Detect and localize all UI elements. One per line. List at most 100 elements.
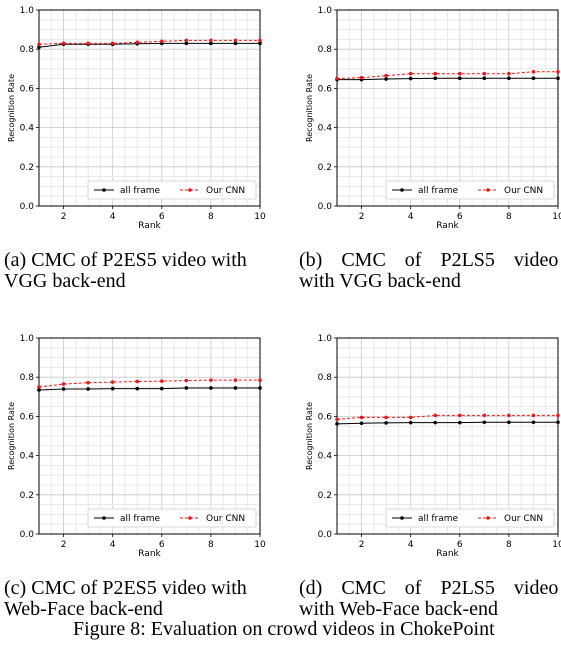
legend-label: all frame	[418, 514, 459, 524]
x-tick-label: 6	[457, 212, 463, 222]
x-tick-label: 4	[408, 540, 414, 550]
y-tick-label: 0.8	[318, 373, 333, 383]
legend-label: Our CNN	[504, 514, 543, 524]
y-tick-label: 0.0	[318, 530, 333, 540]
x-tick-label: 8	[208, 212, 214, 222]
data-point	[110, 380, 115, 384]
data-point	[258, 378, 262, 382]
x-tick-label: 6	[159, 540, 165, 550]
figure-caption: Figure 8: Evaluation on crowd videos in …	[73, 618, 495, 640]
data-point	[233, 41, 238, 46]
data-point	[457, 413, 462, 418]
legend-marker	[486, 188, 490, 192]
y-tick-label: 0.6	[318, 412, 333, 422]
data-point	[556, 69, 560, 74]
caption-b-line2: with VGG back-end	[299, 270, 461, 292]
legend-label: all frame	[418, 186, 459, 196]
legend: all frame Our CNN	[385, 508, 555, 528]
series-our-cnn	[37, 378, 262, 389]
legend-box	[87, 508, 257, 528]
caption-d-line1: (d) CMC of P2LS5 video	[299, 577, 559, 599]
series-line	[38, 42, 260, 48]
axes-frame	[336, 9, 559, 207]
series-our-cnn	[335, 413, 560, 422]
axes-frame	[38, 9, 261, 207]
data-point	[408, 71, 413, 76]
data-point	[335, 417, 339, 422]
data-point	[359, 421, 364, 426]
data-point	[335, 76, 339, 81]
y-axis-label: Recognition Rate	[7, 74, 16, 142]
data-point	[359, 415, 364, 420]
data-point	[408, 415, 413, 420]
y-tick-label: 0.6	[318, 84, 333, 94]
data-point	[556, 420, 560, 425]
x-tick-label: 4	[110, 212, 116, 222]
legend-marker	[102, 516, 106, 520]
data-point	[384, 415, 388, 420]
y-axis-label: Recognition Rate	[305, 402, 314, 470]
x-tick-label: 2	[359, 212, 365, 222]
data-point	[184, 38, 189, 43]
data-point	[37, 385, 41, 389]
legend-marker	[188, 188, 192, 192]
data-point	[258, 38, 262, 43]
data-point	[37, 42, 41, 47]
legend-marker	[400, 188, 404, 192]
data-point	[233, 378, 238, 382]
data-point	[433, 420, 438, 425]
y-tick-label: 0.4	[20, 124, 35, 134]
data-point	[258, 41, 262, 46]
y-tick-label: 0.8	[20, 373, 35, 383]
data-point	[37, 388, 41, 392]
legend-marker	[188, 516, 192, 520]
data-point	[61, 387, 66, 391]
x-tick-label: 10	[254, 212, 266, 222]
x-tick-label: 6	[457, 540, 463, 550]
data-point	[86, 41, 90, 46]
x-tick-label: 2	[61, 212, 67, 222]
data-point	[61, 382, 66, 386]
series-our-cnn	[37, 38, 262, 47]
x-tick-label: 8	[208, 540, 214, 550]
y-tick-label: 0.6	[20, 84, 35, 94]
data-point	[135, 386, 140, 391]
series-line	[336, 71, 558, 80]
data-point	[507, 420, 511, 425]
data-point	[482, 71, 487, 76]
legend-label: all frame	[120, 186, 161, 196]
data-point	[384, 421, 388, 425]
legend-label: all frame	[120, 514, 161, 524]
y-tick-label: 0.4	[318, 124, 333, 134]
x-tick-label: 10	[552, 540, 561, 550]
series-all-frame	[335, 76, 560, 82]
series-all-frame	[37, 386, 262, 392]
x-tick-label: 2	[61, 540, 67, 550]
data-point	[531, 69, 536, 74]
data-point	[258, 386, 262, 390]
grid	[39, 10, 260, 206]
legend: all frame Our CNN	[87, 508, 257, 528]
data-point	[457, 76, 462, 81]
data-point	[507, 413, 511, 418]
data-point	[556, 413, 560, 418]
data-point	[159, 386, 164, 391]
y-tick-label: 0.0	[318, 202, 333, 212]
y-tick-label: 0.2	[20, 491, 34, 501]
legend-label: Our CNN	[504, 186, 543, 196]
data-point	[61, 41, 66, 46]
y-tick-label: 0.0	[20, 530, 35, 540]
grid	[337, 338, 558, 534]
data-point	[335, 422, 339, 426]
data-point	[507, 71, 511, 76]
legend: all frame Our CNN	[87, 180, 257, 200]
data-point	[556, 76, 560, 81]
legend-marker	[486, 516, 490, 520]
caption-b-line1: (b) CMC of P2LS5 video	[299, 249, 559, 271]
data-point	[37, 45, 41, 50]
y-tick-label: 0.6	[20, 412, 35, 422]
data-point	[384, 77, 388, 81]
series-line	[38, 387, 260, 391]
x-tick-label: 4	[110, 540, 116, 550]
data-point	[457, 71, 462, 76]
